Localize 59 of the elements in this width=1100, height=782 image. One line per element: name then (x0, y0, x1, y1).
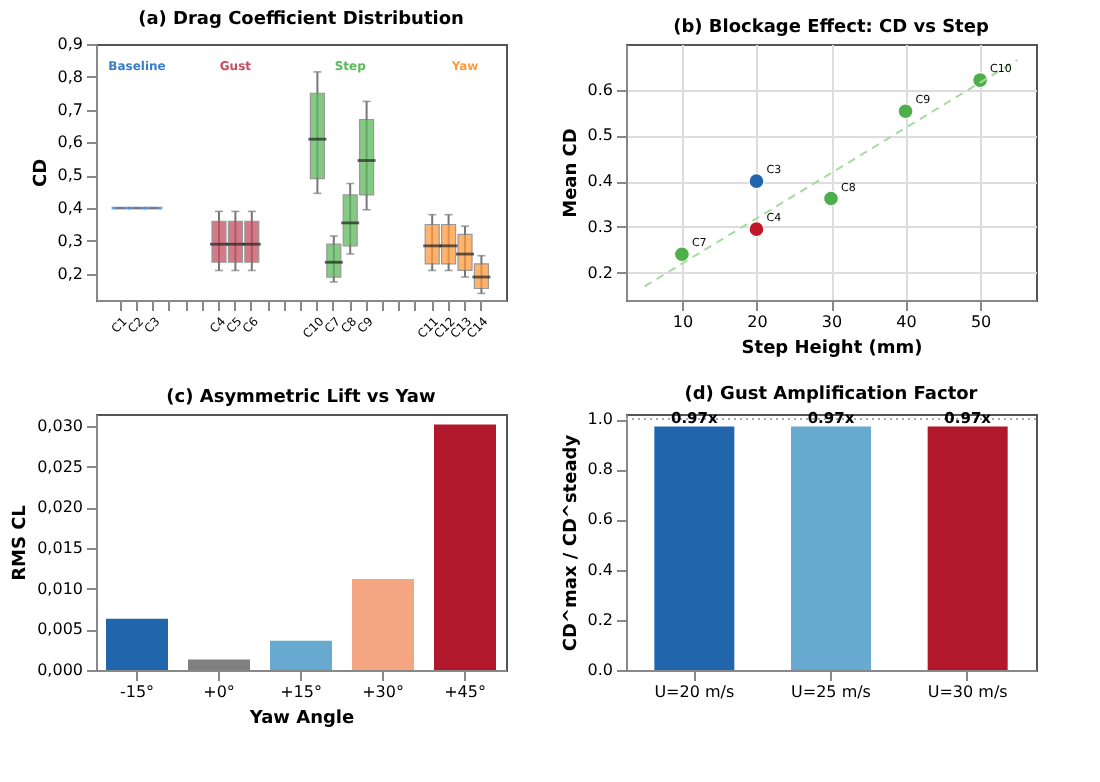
x-tick-label: U=20 m/s (654, 683, 735, 701)
y-axis-title: CD^max / CD^steady (561, 434, 582, 652)
point (897, 103, 914, 120)
y-tick-label: 0.6 (587, 510, 613, 529)
y-tick-label: 0.2 (587, 263, 613, 282)
y-tick-label: 0.0 (587, 661, 613, 679)
y-tick-label: 0,8 (57, 67, 83, 86)
y-tick-label: 0.2 (587, 610, 613, 629)
x-tick-label: +45° (444, 683, 486, 701)
point (748, 173, 765, 190)
y-tick-label: 0.4 (587, 172, 613, 191)
y-tick-label: 0.5 (587, 126, 613, 145)
y-tick-label: 0,030 (37, 417, 83, 436)
y-axis-title: RMS CL (11, 504, 32, 581)
y-tick-label: 0,5 (57, 166, 83, 185)
bar (352, 578, 414, 670)
y-tick-label: 0.8 (587, 460, 613, 479)
x-tick-label: +30° (362, 683, 404, 701)
chart-title: (a) Drag Coefficient Distribution (138, 10, 464, 30)
x-tick-label: 20 (747, 313, 768, 331)
point (673, 246, 690, 263)
y-axis-title: CD (31, 158, 52, 188)
x-tick-label: 50 (970, 313, 992, 331)
bar (434, 424, 496, 670)
point (822, 190, 840, 207)
y-tick-label: 0,3 (57, 231, 83, 250)
x-tick-label: 10 (672, 313, 694, 331)
y-tick-label: 0,6 (57, 133, 83, 152)
y-tick-label: 0,010 (37, 579, 83, 598)
y-tick-label: 0,4 (57, 199, 83, 218)
y-tick-label: 0.4 (587, 560, 613, 579)
y-tick-label: 0,000 (37, 661, 83, 679)
x-tick-label: +15° (280, 683, 322, 701)
chart-title: (c) Asymmetric Lift vs Yaw (166, 388, 436, 408)
y-tick-label: 0,7 (57, 100, 83, 119)
x-tick-label: 40 (896, 313, 917, 331)
y-tick-label: 0,015 (37, 539, 83, 558)
y-tick-label: 0,2 (57, 264, 83, 283)
x-tick-label: U=25 m/s (791, 683, 871, 701)
bar (106, 618, 168, 670)
y-tick-label: 0,9 (57, 35, 83, 53)
x-tick-label: U=30 m/s (927, 683, 1008, 701)
y-tick-label: 1.0 (587, 410, 613, 429)
y-tick-label: 0,020 (37, 498, 83, 517)
chart-title: (d) Gust Amplification Factor (684, 384, 979, 405)
x-axis-title: Step Height (mm) (741, 339, 923, 359)
y-tick-label: 0.6 (587, 80, 613, 99)
y-axis-title: Mean CD (561, 128, 582, 218)
chart-title: (b) Blockage Effect: CD vs Step (673, 18, 990, 38)
x-axis-title: Yaw Angle (247, 709, 355, 729)
y-tick-label: 0,025 (37, 457, 83, 476)
point (972, 72, 989, 89)
bar (270, 640, 332, 670)
point (748, 221, 765, 238)
y-tick-label: 0,005 (37, 620, 83, 639)
x-tick-label: +0° (203, 683, 235, 701)
y-tick-label: 0.3 (587, 217, 613, 236)
x-tick-label: 30 (821, 313, 843, 331)
x-tick-label: -15° (119, 683, 155, 701)
